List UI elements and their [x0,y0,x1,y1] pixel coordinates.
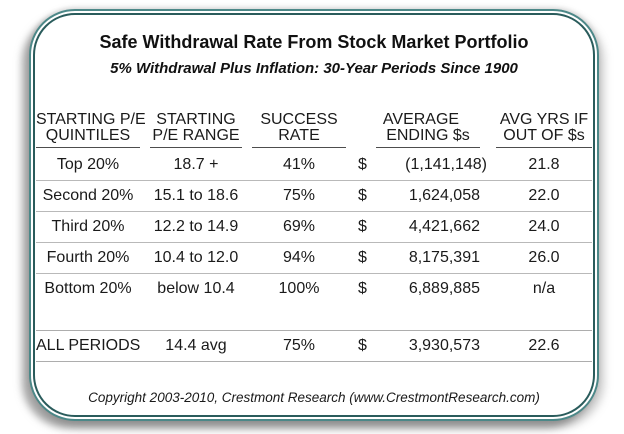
cell-avg-years-if-out: 24.0 [528,218,560,235]
data-table: STARTING P/E QUINTILES STARTING P/E RANG… [36,112,592,362]
dollar-sign: $ [358,218,367,235]
amount-value: 6,889,885 [408,280,480,297]
header-line1: STARTING P/E [36,111,146,128]
cell-pe-range: 15.1 to 18.6 [153,187,239,204]
chart-subtitle: 5% Withdrawal Plus Inflation: 30-Year Pe… [110,60,518,77]
cell-avg-years-if-out: 22.0 [528,187,560,204]
dollar-sign: $ [358,187,367,204]
cell-quintile: Fourth 20% [46,249,130,266]
cell-quintile: Bottom 20% [44,280,132,297]
header-line1: AVG YRS IF [499,111,589,128]
cell-pe-range: 14.4 avg [165,337,227,354]
amount-value: (1,141,148) [405,156,487,173]
header-line2-underlined: P/E RANGE [150,128,242,148]
cell-avg-years-if-out: 21.8 [528,156,560,173]
amount-value: 8,175,391 [408,249,480,266]
cell-success-rate: 41% [282,156,316,173]
header-line2-underlined: ENDING $s [376,128,480,148]
cell-quintile: Second 20% [42,187,134,204]
cell-summary-label: ALL PERIODS [36,337,141,354]
cell-success-rate: 69% [282,218,316,235]
table-row-bottom-20: Bottom 20% below 10.4 100% $ 6,889,885 n… [36,274,592,304]
summary-row-all-periods: ALL PERIODS 14.4 avg 75% $ 3,930,573 22.… [36,330,592,362]
cell-avg-years-if-out: 22.6 [528,337,560,354]
cell-pe-range: 12.2 to 14.9 [153,218,239,235]
table-gap [36,304,592,330]
cell-avg-years-if-out: 26.0 [528,249,560,266]
amount-value: 3,930,573 [408,337,480,354]
header-line1: STARTING [156,111,236,128]
copyright-text: Copyright 2003-2010, Crestmont Research … [88,390,540,405]
cell-quintile: Third 20% [51,218,125,235]
amount-value: 1,624,058 [408,187,480,204]
cell-avg-years-if-out: n/a [532,280,556,297]
cell-avg-ending-dollars: $ 4,421,662 [356,218,486,236]
table-row-top-20: Top 20% 18.7 + 41% $ (1,141,148) 21.8 [36,150,592,181]
header-success-rate: SUCCESS RATE [252,112,346,148]
cell-success-rate: 94% [282,249,316,266]
header-avg-yrs-if-out: AVG YRS IF OUT OF $s [496,112,592,148]
header-average-ending-dollars: AVERAGE ENDING $s [356,112,486,148]
table-row-third-20: Third 20% 12.2 to 14.9 69% $ 4,421,662 2… [36,212,592,243]
dollar-sign: $ [358,249,367,266]
cell-pe-range: 18.7 + [173,156,219,173]
cell-success-rate: 75% [282,337,316,354]
cell-avg-ending-dollars: $ 8,175,391 [356,249,486,267]
header-line1: SUCCESS [260,111,338,128]
dollar-sign: $ [358,156,367,173]
cell-avg-ending-dollars: $ 3,930,573 [356,337,486,355]
table-body: Top 20% 18.7 + 41% $ (1,141,148) 21.8 Se… [36,150,592,304]
cell-quintile: Top 20% [56,156,120,173]
cell-pe-range: below 10.4 [157,280,235,297]
header-line2-underlined: QUINTILES [36,128,140,148]
header-line1: AVERAGE [382,111,460,128]
table-row-fourth-20: Fourth 20% 10.4 to 12.0 94% $ 8,175,391 … [36,243,592,274]
dollar-sign: $ [358,280,367,297]
cell-pe-range: 10.4 to 12.0 [153,249,239,266]
dollar-sign: $ [358,337,367,354]
cell-success-rate: 100% [278,280,320,297]
chart-title: Safe Withdrawal Rate From Stock Market P… [99,32,529,52]
header-line2-underlined: RATE [252,128,346,148]
cell-avg-ending-dollars: $ (1,141,148) [356,156,487,174]
cell-avg-ending-dollars: $ 1,624,058 [356,187,486,205]
card-border-outer: Safe Withdrawal Rate From Stock Market P… [29,9,599,421]
header-starting-pe-quintiles: STARTING P/E QUINTILES [36,111,146,148]
table-row-second-20: Second 20% 15.1 to 18.6 75% $ 1,624,058 … [36,181,592,212]
cell-success-rate: 75% [282,187,316,204]
header-line2-underlined: OUT OF $s [496,128,592,148]
cell-avg-ending-dollars: $ 6,889,885 [356,280,486,298]
table-header-row: STARTING P/E QUINTILES STARTING P/E RANG… [36,112,592,148]
amount-value: 4,421,662 [408,218,480,235]
header-starting-pe-range: STARTING P/E RANGE [150,112,242,148]
withdrawal-rate-card: Safe Withdrawal Rate From Stock Market P… [33,13,595,417]
